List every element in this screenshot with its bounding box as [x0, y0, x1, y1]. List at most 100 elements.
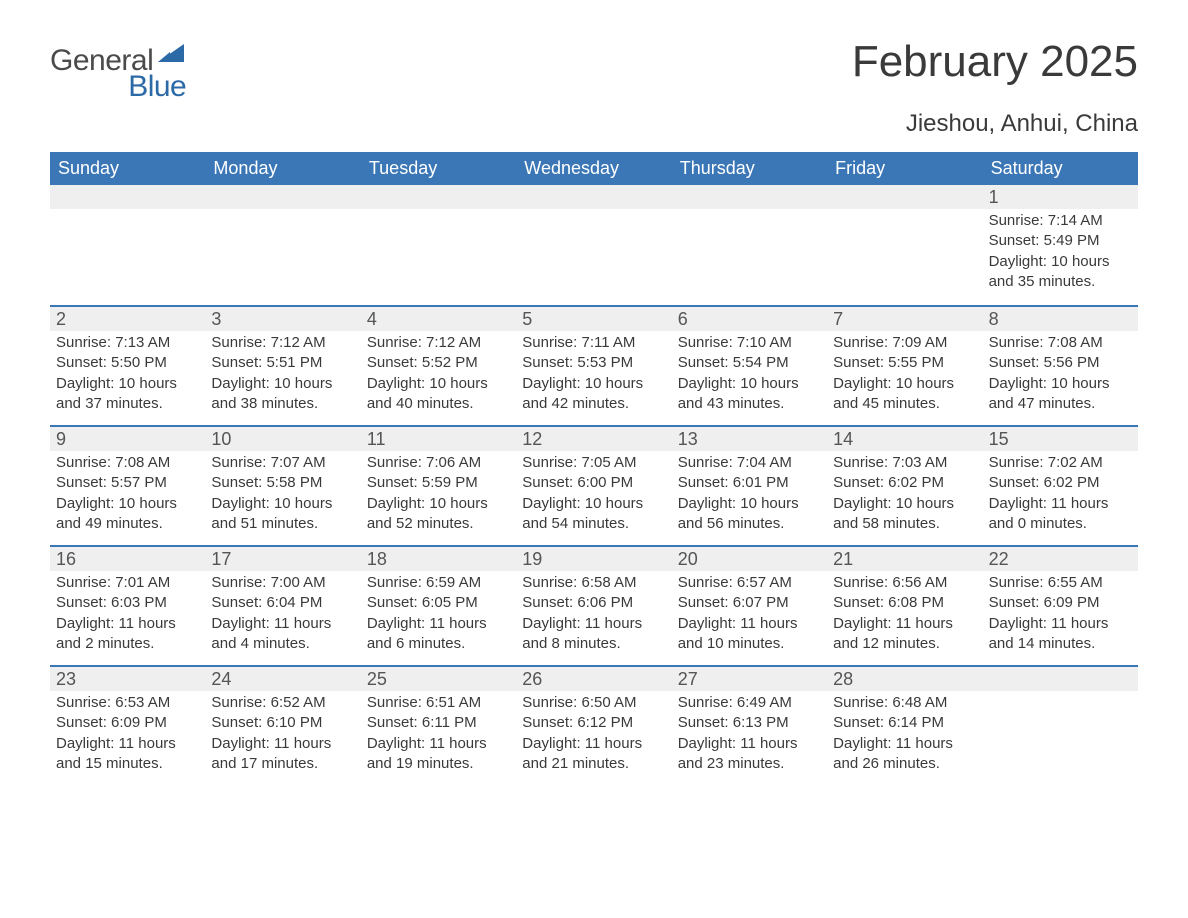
sunset-line: Sunset: 5:57 PM	[56, 473, 199, 493]
calendar-cell	[516, 185, 671, 305]
day-number: 21	[827, 545, 982, 571]
calendar-cell: 12Sunrise: 7:05 AMSunset: 6:00 PMDayligh…	[516, 425, 671, 545]
sunset-line: Sunset: 5:56 PM	[989, 353, 1132, 373]
sunrise-line: Sunrise: 7:08 AM	[989, 333, 1132, 353]
sunrise-line: Sunrise: 7:05 AM	[522, 453, 665, 473]
calendar-cell	[50, 185, 205, 305]
day-info: Sunrise: 7:01 AMSunset: 6:03 PMDaylight:…	[50, 571, 205, 664]
sunrise-line: Sunrise: 6:49 AM	[678, 693, 821, 713]
calendar-cell: 2Sunrise: 7:13 AMSunset: 5:50 PMDaylight…	[50, 305, 205, 425]
day-info: Sunrise: 7:09 AMSunset: 5:55 PMDaylight:…	[827, 331, 982, 424]
daylight-line: Daylight: 10 hours and 40 minutes.	[367, 374, 510, 415]
day-number	[361, 185, 516, 209]
calendar-cell: 24Sunrise: 6:52 AMSunset: 6:10 PMDayligh…	[205, 665, 360, 785]
day-number: 20	[672, 545, 827, 571]
calendar-cell: 19Sunrise: 6:58 AMSunset: 6:06 PMDayligh…	[516, 545, 671, 665]
sunrise-line: Sunrise: 6:56 AM	[833, 573, 976, 593]
day-number	[827, 185, 982, 209]
day-info: Sunrise: 7:00 AMSunset: 6:04 PMDaylight:…	[205, 571, 360, 664]
daylight-line: Daylight: 11 hours and 0 minutes.	[989, 494, 1132, 535]
dow-header: Monday	[205, 152, 360, 185]
day-info: Sunrise: 7:07 AMSunset: 5:58 PMDaylight:…	[205, 451, 360, 544]
calendar-cell: 15Sunrise: 7:02 AMSunset: 6:02 PMDayligh…	[983, 425, 1138, 545]
sunrise-line: Sunrise: 7:06 AM	[367, 453, 510, 473]
calendar-cell	[983, 665, 1138, 785]
daylight-line: Daylight: 10 hours and 47 minutes.	[989, 374, 1132, 415]
daylight-line: Daylight: 11 hours and 26 minutes.	[833, 734, 976, 775]
sunset-line: Sunset: 6:11 PM	[367, 713, 510, 733]
sunrise-line: Sunrise: 7:12 AM	[367, 333, 510, 353]
sunrise-line: Sunrise: 7:03 AM	[833, 453, 976, 473]
sunrise-line: Sunrise: 6:53 AM	[56, 693, 199, 713]
day-number	[205, 185, 360, 209]
day-number: 18	[361, 545, 516, 571]
day-info: Sunrise: 7:13 AMSunset: 5:50 PMDaylight:…	[50, 331, 205, 424]
daylight-line: Daylight: 11 hours and 21 minutes.	[522, 734, 665, 775]
calendar-cell: 8Sunrise: 7:08 AMSunset: 5:56 PMDaylight…	[983, 305, 1138, 425]
day-number	[516, 185, 671, 209]
sunrise-line: Sunrise: 6:48 AM	[833, 693, 976, 713]
day-number: 4	[361, 305, 516, 331]
sunset-line: Sunset: 5:53 PM	[522, 353, 665, 373]
day-number	[50, 185, 205, 209]
day-info: Sunrise: 6:56 AMSunset: 6:08 PMDaylight:…	[827, 571, 982, 664]
daylight-line: Daylight: 10 hours and 43 minutes.	[678, 374, 821, 415]
sunrise-line: Sunrise: 6:55 AM	[989, 573, 1132, 593]
day-number: 24	[205, 665, 360, 691]
dow-header: Wednesday	[516, 152, 671, 185]
daylight-line: Daylight: 11 hours and 10 minutes.	[678, 614, 821, 655]
location-subtitle: Jieshou, Anhui, China	[50, 110, 1138, 138]
calendar-grid: SundayMondayTuesdayWednesdayThursdayFrid…	[50, 152, 1138, 785]
sunset-line: Sunset: 6:08 PM	[833, 593, 976, 613]
dow-header: Saturday	[983, 152, 1138, 185]
day-number: 16	[50, 545, 205, 571]
day-info: Sunrise: 7:08 AMSunset: 5:56 PMDaylight:…	[983, 331, 1138, 424]
day-number: 7	[827, 305, 982, 331]
daylight-line: Daylight: 11 hours and 8 minutes.	[522, 614, 665, 655]
day-number: 17	[205, 545, 360, 571]
day-number: 28	[827, 665, 982, 691]
day-number: 10	[205, 425, 360, 451]
day-info: Sunrise: 6:49 AMSunset: 6:13 PMDaylight:…	[672, 691, 827, 784]
calendar-cell: 7Sunrise: 7:09 AMSunset: 5:55 PMDaylight…	[827, 305, 982, 425]
day-number: 19	[516, 545, 671, 571]
day-info: Sunrise: 7:04 AMSunset: 6:01 PMDaylight:…	[672, 451, 827, 544]
calendar-cell: 25Sunrise: 6:51 AMSunset: 6:11 PMDayligh…	[361, 665, 516, 785]
day-number: 1	[983, 185, 1138, 209]
day-info: Sunrise: 6:58 AMSunset: 6:06 PMDaylight:…	[516, 571, 671, 664]
sunset-line: Sunset: 5:58 PM	[211, 473, 354, 493]
daylight-line: Daylight: 10 hours and 52 minutes.	[367, 494, 510, 535]
sunset-line: Sunset: 5:59 PM	[367, 473, 510, 493]
calendar-cell: 17Sunrise: 7:00 AMSunset: 6:04 PMDayligh…	[205, 545, 360, 665]
sunrise-line: Sunrise: 6:58 AM	[522, 573, 665, 593]
daylight-line: Daylight: 11 hours and 12 minutes.	[833, 614, 976, 655]
sunset-line: Sunset: 6:02 PM	[833, 473, 976, 493]
calendar-cell: 27Sunrise: 6:49 AMSunset: 6:13 PMDayligh…	[672, 665, 827, 785]
sunrise-line: Sunrise: 7:12 AM	[211, 333, 354, 353]
daylight-line: Daylight: 10 hours and 49 minutes.	[56, 494, 199, 535]
sunset-line: Sunset: 5:50 PM	[56, 353, 199, 373]
sunrise-line: Sunrise: 7:14 AM	[989, 211, 1132, 231]
sunrise-line: Sunrise: 6:57 AM	[678, 573, 821, 593]
day-number: 15	[983, 425, 1138, 451]
calendar-cell: 16Sunrise: 7:01 AMSunset: 6:03 PMDayligh…	[50, 545, 205, 665]
day-info: Sunrise: 7:14 AMSunset: 5:49 PMDaylight:…	[983, 209, 1138, 302]
day-number	[672, 185, 827, 209]
calendar-cell	[672, 185, 827, 305]
day-number: 2	[50, 305, 205, 331]
daylight-line: Daylight: 10 hours and 56 minutes.	[678, 494, 821, 535]
day-number: 5	[516, 305, 671, 331]
calendar-cell: 1Sunrise: 7:14 AMSunset: 5:49 PMDaylight…	[983, 185, 1138, 305]
daylight-line: Daylight: 10 hours and 45 minutes.	[833, 374, 976, 415]
sunset-line: Sunset: 6:05 PM	[367, 593, 510, 613]
day-number: 13	[672, 425, 827, 451]
calendar-cell: 22Sunrise: 6:55 AMSunset: 6:09 PMDayligh…	[983, 545, 1138, 665]
day-info: Sunrise: 6:51 AMSunset: 6:11 PMDaylight:…	[361, 691, 516, 784]
dow-header: Thursday	[672, 152, 827, 185]
sunrise-line: Sunrise: 7:00 AM	[211, 573, 354, 593]
day-number: 26	[516, 665, 671, 691]
daylight-line: Daylight: 10 hours and 54 minutes.	[522, 494, 665, 535]
daylight-line: Daylight: 11 hours and 23 minutes.	[678, 734, 821, 775]
daylight-line: Daylight: 11 hours and 2 minutes.	[56, 614, 199, 655]
day-info: Sunrise: 7:06 AMSunset: 5:59 PMDaylight:…	[361, 451, 516, 544]
